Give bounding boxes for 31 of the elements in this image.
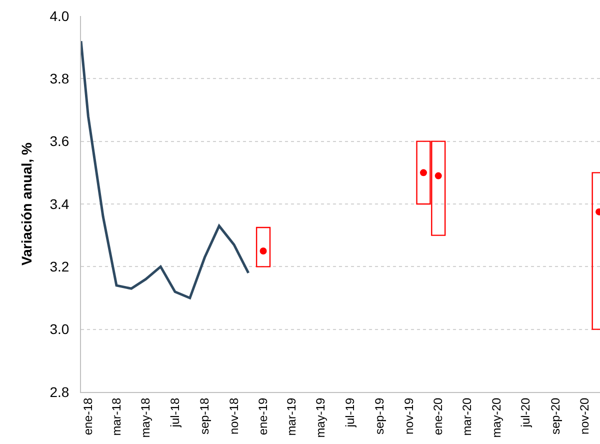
x-tick-label: mar-18 bbox=[109, 397, 124, 436]
y-tick-label: 3.4 bbox=[50, 196, 70, 212]
point bbox=[434, 172, 442, 180]
x-tick-label: sep-20 bbox=[548, 397, 562, 435]
x-tick-label: sep-18 bbox=[198, 397, 212, 435]
x-tick-label: jul-20 bbox=[518, 397, 533, 428]
x-tick-label: jul-19 bbox=[342, 397, 357, 428]
y-tick-label: 3.0 bbox=[50, 321, 70, 338]
x-tick-label: ene-18 bbox=[81, 397, 96, 436]
x-tick-label: mar-20 bbox=[460, 397, 474, 436]
x-tick-label: nov-19 bbox=[402, 397, 416, 435]
x-tick-label: may-19 bbox=[314, 397, 328, 438]
x-tick-label: nov-20 bbox=[578, 397, 592, 435]
x-tick-label: ene-19 bbox=[256, 397, 270, 436]
x-tick-label: ene-20 bbox=[431, 397, 446, 436]
x-tick-label: may-20 bbox=[489, 397, 504, 438]
point bbox=[260, 248, 267, 254]
y-tick-label: 4.0 bbox=[50, 8, 70, 24]
point bbox=[420, 169, 427, 176]
y-axis-title: Variación anual, % bbox=[18, 142, 34, 266]
x-tick-label: mar-19 bbox=[284, 397, 298, 436]
bar bbox=[256, 226, 271, 268]
y-tick-label: 3.8 bbox=[50, 70, 70, 87]
x-tick-label: jul-18 bbox=[168, 397, 182, 428]
x-tick-label: nov-18 bbox=[226, 397, 241, 435]
y-tick-label: 3.2 bbox=[50, 258, 70, 275]
x-tick-label: sep-19 bbox=[372, 397, 387, 435]
x-tick-label: may-18 bbox=[138, 397, 153, 438]
y-tick-label: 2.8 bbox=[50, 384, 70, 400]
y-tick-label: 3.6 bbox=[50, 133, 70, 150]
line-series bbox=[81, 40, 250, 300]
